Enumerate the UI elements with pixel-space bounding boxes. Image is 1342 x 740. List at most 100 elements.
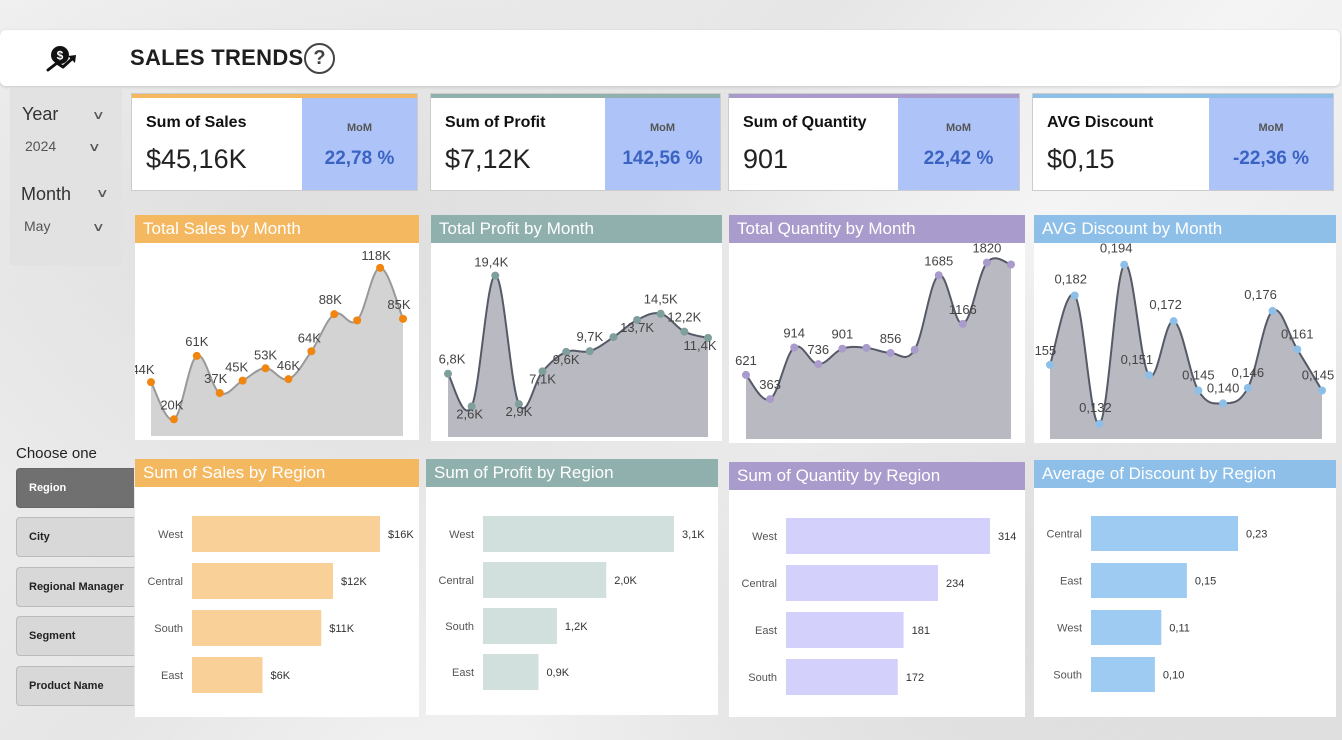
data-point[interactable] [910, 345, 919, 354]
data-point[interactable] [1318, 386, 1326, 395]
filter-panel: Year ∨ 2024 ∨ Month ∨ May ∨ [10, 88, 122, 266]
bar[interactable] [1091, 563, 1187, 598]
chart-title: Total Quantity by Month [729, 215, 1025, 243]
data-point[interactable] [491, 271, 500, 280]
kpi-accent-bar [132, 94, 417, 98]
data-point[interactable] [514, 400, 523, 409]
bar[interactable] [786, 612, 904, 648]
data-label: 13,7K [620, 320, 654, 335]
data-label: 314 [998, 531, 1016, 543]
data-point[interactable] [399, 314, 407, 323]
data-label: 45K [225, 360, 248, 375]
data-point[interactable] [886, 348, 895, 357]
data-point[interactable] [838, 344, 847, 353]
bar[interactable] [786, 659, 898, 695]
chevron-down-icon[interactable]: ∨ [91, 220, 105, 234]
data-point[interactable] [330, 310, 339, 319]
bar[interactable] [1091, 516, 1238, 551]
year-dropdown-value[interactable]: 2024 [25, 138, 57, 154]
data-point[interactable] [680, 327, 689, 336]
data-point[interactable] [790, 343, 799, 352]
chevron-down-icon[interactable]: ∨ [91, 108, 105, 122]
choose-option-city[interactable]: City [16, 517, 134, 557]
kpi-mom-box: MoM 22,42 % [898, 98, 1019, 190]
mom-value: 22,42 % [923, 148, 994, 169]
data-point[interactable] [1120, 260, 1129, 269]
data-label: 37K [204, 371, 227, 386]
data-point[interactable] [467, 402, 476, 411]
bar[interactable] [192, 516, 380, 552]
choose-option-region[interactable]: Region [16, 468, 134, 508]
data-point[interactable] [1095, 419, 1104, 428]
data-point[interactable] [814, 360, 823, 369]
data-point[interactable] [1268, 306, 1277, 315]
bar[interactable] [483, 608, 557, 644]
data-label: 11,4K [683, 338, 716, 353]
data-point[interactable] [633, 315, 642, 324]
data-point[interactable] [353, 316, 362, 325]
series-line [150, 266, 404, 421]
data-point[interactable] [1169, 317, 1178, 326]
data-point[interactable] [307, 347, 316, 356]
data-point[interactable] [742, 370, 750, 379]
data-point[interactable] [1070, 291, 1079, 300]
data-point[interactable] [982, 258, 991, 267]
data-point[interactable] [376, 263, 385, 272]
bar-plot: West 3,1K Central 2,0K South 1,2K East 0,9K [439, 516, 705, 690]
chart-title: Sum of Sales by Region [135, 459, 419, 487]
data-point[interactable] [284, 375, 293, 384]
data-point[interactable] [958, 319, 967, 328]
data-point[interactable] [704, 333, 712, 342]
chevron-down-icon[interactable]: ∨ [95, 186, 109, 200]
data-label: 44K [135, 362, 155, 377]
bar[interactable] [1091, 610, 1162, 645]
help-icon[interactable]: ? [304, 43, 335, 74]
data-label: 6,8K [439, 352, 466, 367]
data-point[interactable] [444, 369, 452, 378]
data-point[interactable] [862, 343, 871, 352]
data-point[interactable] [1243, 383, 1252, 392]
choose-option-regional-manager[interactable]: Regional Manager [16, 567, 134, 607]
data-point[interactable] [215, 389, 224, 397]
bar[interactable] [1091, 657, 1155, 692]
data-point[interactable] [656, 309, 665, 318]
data-point[interactable] [1144, 371, 1153, 380]
data-point[interactable] [238, 376, 247, 385]
data-point[interactable] [562, 347, 571, 356]
data-point[interactable] [609, 333, 618, 342]
data-point[interactable] [934, 271, 943, 280]
data-point[interactable] [585, 347, 594, 356]
bar[interactable] [192, 657, 263, 693]
bar[interactable] [192, 610, 322, 646]
data-point[interactable] [147, 378, 155, 387]
bar[interactable] [192, 563, 333, 599]
data-point[interactable] [1007, 260, 1015, 269]
mom-value: 142,56 % [622, 148, 703, 169]
data-point[interactable] [538, 367, 547, 376]
month-dropdown-value[interactable]: May [24, 218, 51, 234]
chart-title: AVG Discount by Month [1034, 215, 1336, 243]
bar-plot: Central 0,23 East 0,15 West 0,11 South 0,10 [1047, 516, 1267, 692]
data-label: 20K [160, 397, 183, 412]
data-point[interactable] [1194, 386, 1203, 395]
category-label: Central [439, 575, 474, 587]
bar[interactable] [786, 518, 990, 554]
data-label: 0,155 [1034, 343, 1056, 358]
bar[interactable] [483, 654, 539, 690]
data-point[interactable] [169, 415, 178, 424]
total-sales-by-month-chart: 44K 20K 61K 37K 45K 53K 46K 64K 88K 118K 85K Total… [135, 215, 419, 440]
area-plot: 0,1550,1820,1320,1940,1510,1720,1450,140… [1034, 241, 1334, 439]
data-point[interactable] [766, 395, 775, 404]
choose-option-product-name[interactable]: Product Name [16, 666, 134, 706]
data-point[interactable] [261, 364, 270, 373]
bar[interactable] [483, 562, 607, 598]
bar[interactable] [786, 565, 939, 601]
bar[interactable] [483, 516, 674, 552]
chevron-down-icon[interactable]: ∨ [87, 140, 101, 154]
chart-title: Sum of Quantity by Region [729, 462, 1025, 490]
data-point[interactable] [192, 351, 201, 360]
data-point[interactable] [1293, 345, 1302, 354]
data-point[interactable] [1046, 360, 1054, 369]
choose-option-segment[interactable]: Segment [16, 616, 134, 656]
data-point[interactable] [1219, 399, 1228, 408]
